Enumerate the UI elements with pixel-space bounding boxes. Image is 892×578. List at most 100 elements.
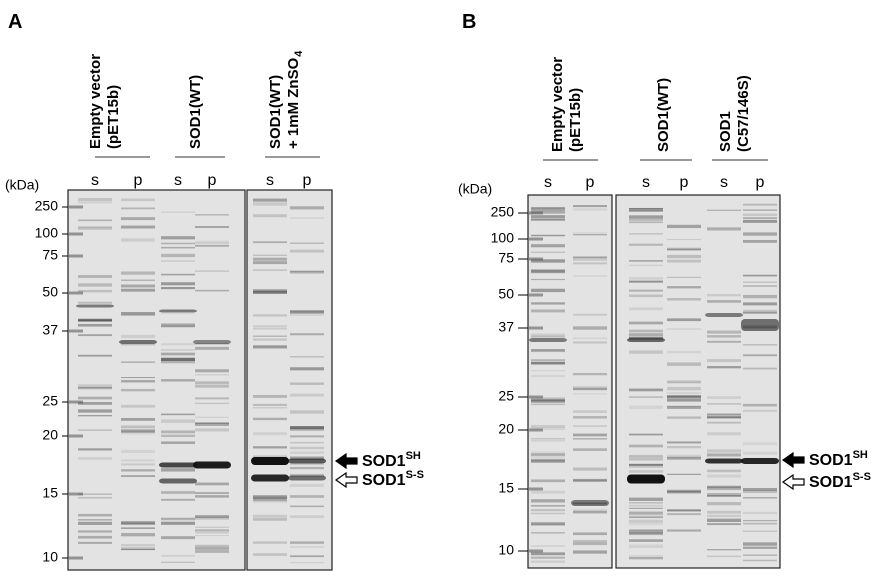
band — [667, 382, 701, 384]
band — [667, 380, 701, 383]
band — [531, 424, 565, 428]
lane-label: s — [91, 172, 99, 189]
band — [195, 422, 229, 426]
band — [531, 350, 565, 353]
band — [531, 269, 565, 273]
strong-band — [705, 313, 743, 317]
band — [78, 275, 112, 278]
marker-band — [69, 556, 83, 560]
band — [573, 388, 607, 391]
band — [531, 235, 565, 237]
band — [290, 562, 324, 564]
strong-band — [251, 457, 289, 465]
strong-band — [159, 478, 197, 484]
band — [78, 384, 112, 387]
band — [667, 406, 701, 409]
band — [78, 319, 112, 323]
band — [161, 413, 195, 416]
superscript: S-S — [406, 469, 424, 481]
band — [573, 262, 607, 265]
band — [195, 416, 229, 418]
band — [531, 399, 565, 402]
annotation-text: SOD1 — [362, 472, 406, 489]
group-label-text: SOD1(WT) — [187, 75, 204, 149]
band — [629, 544, 663, 546]
band — [629, 454, 663, 458]
band — [707, 495, 741, 497]
band-annotation: SOD1S-S — [809, 471, 871, 491]
band — [667, 416, 701, 419]
group-label-text: Empty vector — [549, 57, 566, 152]
band — [743, 488, 777, 491]
band — [161, 498, 195, 501]
band — [629, 455, 663, 458]
marker-label: 250 — [35, 198, 59, 214]
band — [195, 384, 229, 388]
band — [667, 395, 701, 398]
band — [290, 382, 324, 385]
band — [161, 360, 195, 364]
band — [121, 207, 155, 210]
band — [667, 254, 701, 259]
band — [531, 522, 565, 526]
band — [629, 307, 663, 311]
band — [629, 350, 663, 354]
band — [743, 530, 777, 532]
band — [531, 245, 565, 248]
band — [195, 346, 229, 350]
band — [195, 530, 229, 534]
marker-label: 100 — [491, 230, 515, 246]
band — [573, 425, 607, 427]
band — [629, 507, 663, 509]
band — [253, 338, 287, 341]
marker-band — [69, 329, 83, 333]
band — [743, 344, 777, 346]
group-label: Empty vector — [549, 57, 566, 152]
strong-band — [529, 338, 567, 342]
band — [667, 328, 701, 330]
band — [667, 473, 701, 476]
band — [290, 466, 324, 470]
band — [667, 454, 701, 458]
band — [573, 234, 607, 236]
band — [531, 359, 565, 361]
band — [531, 509, 565, 512]
band — [531, 374, 565, 378]
band — [531, 556, 565, 559]
gel — [615, 194, 781, 569]
band — [531, 207, 565, 210]
band — [531, 459, 565, 462]
band — [195, 495, 229, 498]
band — [161, 253, 195, 258]
band — [629, 207, 663, 212]
band — [290, 206, 324, 210]
band — [573, 275, 607, 277]
band — [629, 433, 663, 436]
band — [161, 356, 195, 359]
band — [161, 491, 195, 494]
band — [573, 550, 607, 554]
marker-band — [529, 257, 543, 261]
band — [290, 441, 324, 444]
band — [253, 291, 287, 294]
band — [629, 215, 663, 218]
marker-label: 10 — [42, 549, 58, 565]
band — [195, 544, 229, 548]
group-label: Empty vector — [87, 54, 104, 149]
band — [743, 240, 777, 243]
band — [531, 440, 565, 442]
band — [573, 205, 607, 208]
panel-label: A — [8, 11, 22, 33]
band — [253, 345, 287, 348]
band-annotation: SOD1S-S — [362, 469, 424, 489]
group-label-text: + 1mM ZnSO — [285, 57, 302, 149]
band — [667, 395, 701, 398]
band — [667, 248, 701, 251]
band — [78, 226, 112, 229]
band — [573, 326, 607, 330]
strong-band — [119, 340, 157, 344]
marker-band — [69, 205, 83, 209]
band — [573, 415, 607, 419]
band — [531, 427, 565, 431]
band — [161, 561, 195, 563]
